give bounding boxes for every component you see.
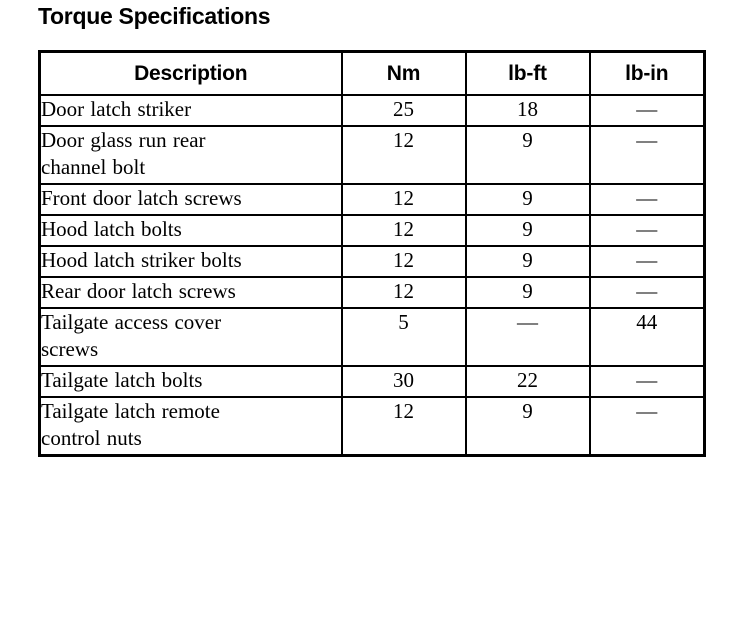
column-header-lb-ft: lb-ft xyxy=(464,50,591,96)
description-line: channel bolt xyxy=(41,155,146,179)
cell-description: Front door latch screws xyxy=(38,183,343,216)
cell-lb-in: 44 xyxy=(588,307,706,367)
cell-lb-in: — xyxy=(588,183,706,216)
torque-specifications-table: Description Nm lb-ft lb-in Door latch st… xyxy=(38,50,706,457)
table-row: Hood latch striker bolts 12 9— xyxy=(38,245,706,278)
cell-description: Hood latch striker bolts xyxy=(38,245,343,278)
table-row: Hood latch bolts 12 9— xyxy=(38,214,706,247)
cell-lb-in: — xyxy=(588,365,706,398)
table-row: Front door latch screws 12 9— xyxy=(38,183,706,216)
table-row: Tailgate access cover screws 5—44 xyxy=(38,307,706,367)
cell-nm: 30 xyxy=(340,365,467,398)
cell-nm: 25 xyxy=(340,94,467,127)
cell-description: Tailgate access cover screws xyxy=(38,307,343,367)
cell-lb-in: — xyxy=(588,245,706,278)
torque-specifications-table-container: Description Nm lb-ft lb-in Door latch st… xyxy=(38,50,706,457)
table-header-row: Description Nm lb-ft lb-in xyxy=(38,50,706,96)
cell-description: Rear door latch screws xyxy=(38,276,343,309)
description-line: Door glass run rear xyxy=(41,128,206,152)
description-line: screws xyxy=(41,337,99,361)
cell-lb-in: — xyxy=(588,396,706,457)
description-line: Tailgate access cover xyxy=(41,310,222,334)
cell-lb-ft: 9 xyxy=(464,245,591,278)
cell-lb-in: — xyxy=(588,94,706,127)
cell-nm: 12 xyxy=(340,276,467,309)
table-body: Door latch striker 25 18— Door glass run re… xyxy=(38,94,706,457)
column-header-nm: Nm xyxy=(340,50,467,96)
description-line: Hood latch bolts xyxy=(41,217,182,241)
table-row: Tailgate latch remote control nuts 12 9— xyxy=(38,396,706,457)
cell-lb-in: — xyxy=(588,125,706,185)
cell-lb-ft: 9 xyxy=(464,183,591,216)
cell-nm: 12 xyxy=(340,125,467,185)
description-line: Front door latch screws xyxy=(41,186,242,210)
description-line: control nuts xyxy=(41,426,142,450)
cell-description: Tailgate latch bolts xyxy=(38,365,343,398)
table-row: Door glass run rear channel bolt 12 9— xyxy=(38,125,706,185)
cell-nm: 12 xyxy=(340,396,467,457)
cell-lb-ft: 18 xyxy=(464,94,591,127)
cell-lb-in: — xyxy=(588,214,706,247)
cell-lb-ft: 9 xyxy=(464,276,591,309)
cell-nm: 12 xyxy=(340,214,467,247)
cell-lb-ft: — xyxy=(464,307,591,367)
table-row: Tailgate latch bolts 30 22— xyxy=(38,365,706,398)
table-header: Description Nm lb-ft lb-in xyxy=(38,50,706,96)
cell-description: Door latch striker xyxy=(38,94,343,127)
description-line: Door latch striker xyxy=(41,97,192,121)
description-line: Tailgate latch remote xyxy=(41,399,220,423)
description-line: Rear door latch screws xyxy=(41,279,236,303)
cell-lb-ft: 9 xyxy=(464,214,591,247)
cell-nm: 5 xyxy=(340,307,467,367)
cell-nm: 12 xyxy=(340,245,467,278)
description-line: Tailgate latch bolts xyxy=(41,368,203,392)
cell-description: Tailgate latch remote control nuts xyxy=(38,396,343,457)
table-row: Door latch striker 25 18— xyxy=(38,94,706,127)
cell-lb-ft: 22 xyxy=(464,365,591,398)
column-header-lb-in: lb-in xyxy=(588,50,706,96)
column-header-description: Description xyxy=(38,50,343,96)
table-row: Rear door latch screws 12 9— xyxy=(38,276,706,309)
page-title: Torque Specifications xyxy=(38,3,271,29)
cell-nm: 12 xyxy=(340,183,467,216)
cell-lb-ft: 9 xyxy=(464,125,591,185)
cell-lb-in: — xyxy=(588,276,706,309)
cell-lb-ft: 9 xyxy=(464,396,591,457)
cell-description: Hood latch bolts xyxy=(38,214,343,247)
description-line: Hood latch striker bolts xyxy=(41,248,242,272)
cell-description: Door glass run rear channel bolt xyxy=(38,125,343,185)
